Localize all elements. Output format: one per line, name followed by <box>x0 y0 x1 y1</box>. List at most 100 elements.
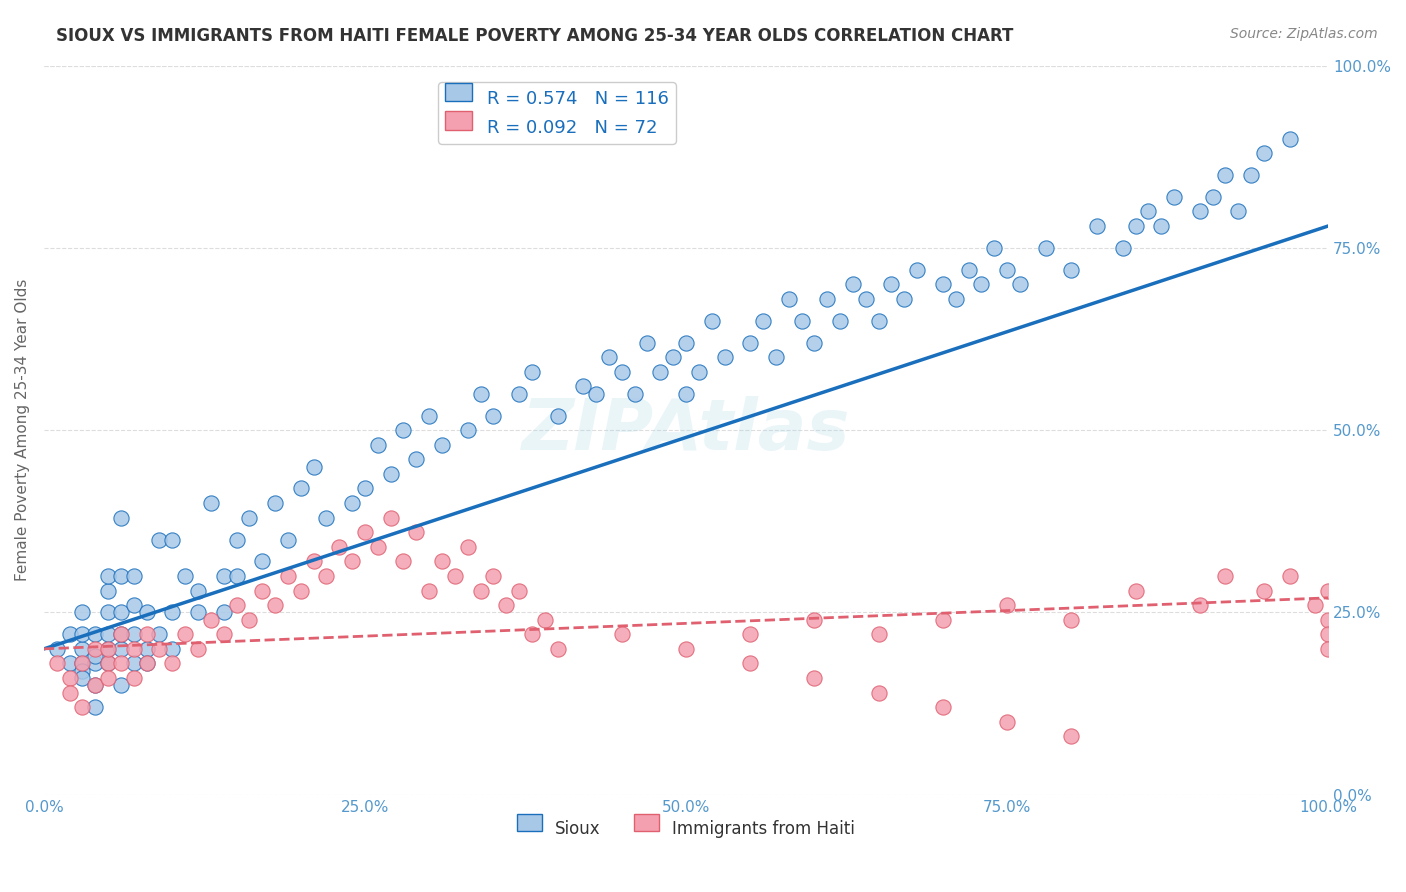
Point <box>97 641 120 656</box>
Point <box>110 657 132 671</box>
Point <box>868 627 890 641</box>
Point <box>58 627 80 641</box>
Point <box>97 641 120 656</box>
Text: Source: ZipAtlas.com: Source: ZipAtlas.com <box>1230 27 1378 41</box>
Point <box>842 277 865 292</box>
Point <box>84 649 107 664</box>
Point <box>1215 168 1237 182</box>
Point <box>212 569 235 583</box>
Point <box>97 627 120 641</box>
Point <box>72 606 94 620</box>
Point <box>122 627 145 641</box>
Point <box>148 627 170 641</box>
Point <box>1111 241 1133 255</box>
Point <box>110 627 132 641</box>
Point <box>354 482 377 496</box>
Point <box>547 409 569 423</box>
Point <box>1035 241 1057 255</box>
Point <box>250 583 273 598</box>
Point <box>58 685 80 699</box>
Point <box>533 613 555 627</box>
Point <box>675 641 697 656</box>
Point <box>135 657 157 671</box>
Point <box>328 540 350 554</box>
Point <box>200 613 222 627</box>
Point <box>945 292 967 306</box>
Point <box>1060 262 1083 277</box>
Point <box>162 641 184 656</box>
Point <box>122 671 145 685</box>
Point <box>585 386 607 401</box>
Point <box>803 335 825 350</box>
Point <box>932 613 955 627</box>
Point <box>122 598 145 612</box>
Point <box>740 335 762 350</box>
Point <box>405 525 427 540</box>
Point <box>495 598 517 612</box>
Point <box>72 700 94 714</box>
Point <box>162 657 184 671</box>
Point <box>482 569 505 583</box>
Point <box>187 641 209 656</box>
Point <box>520 365 543 379</box>
Point <box>1317 627 1340 641</box>
Point <box>1253 146 1275 161</box>
Point <box>290 482 312 496</box>
Point <box>187 606 209 620</box>
Point <box>367 540 389 554</box>
Text: SIOUX VS IMMIGRANTS FROM HAITI FEMALE POVERTY AMONG 25-34 YEAR OLDS CORRELATION : SIOUX VS IMMIGRANTS FROM HAITI FEMALE PO… <box>56 27 1014 45</box>
Point <box>572 379 595 393</box>
Point <box>315 569 337 583</box>
Point <box>225 533 247 547</box>
Point <box>1215 569 1237 583</box>
Point <box>1278 131 1301 145</box>
Point <box>250 554 273 568</box>
Point <box>1125 583 1147 598</box>
Point <box>97 606 120 620</box>
Point <box>135 606 157 620</box>
Point <box>110 569 132 583</box>
Point <box>162 533 184 547</box>
Point <box>45 657 67 671</box>
Point <box>1240 168 1263 182</box>
Point <box>470 386 492 401</box>
Point <box>700 314 723 328</box>
Point <box>637 335 659 350</box>
Point <box>367 438 389 452</box>
Point <box>187 583 209 598</box>
Point <box>610 365 633 379</box>
Point <box>212 627 235 641</box>
Point <box>1163 190 1185 204</box>
Point <box>84 678 107 692</box>
Point <box>1188 598 1211 612</box>
Point <box>650 365 672 379</box>
Point <box>148 533 170 547</box>
Point <box>815 292 838 306</box>
Point <box>418 583 440 598</box>
Point <box>110 641 132 656</box>
Point <box>905 262 928 277</box>
Point <box>290 583 312 598</box>
Point <box>1201 190 1223 204</box>
Point <box>1060 730 1083 744</box>
Point <box>995 598 1018 612</box>
Point <box>1150 219 1173 233</box>
Text: ZIPAtlas: ZIPAtlas <box>522 396 851 465</box>
Point <box>225 598 247 612</box>
Point <box>277 533 299 547</box>
Point <box>688 365 710 379</box>
Point <box>110 606 132 620</box>
Point <box>392 554 415 568</box>
Y-axis label: Female Poverty Among 25-34 Year Olds: Female Poverty Among 25-34 Year Olds <box>15 279 30 582</box>
Point <box>740 627 762 641</box>
Point <box>868 314 890 328</box>
Point <box>1060 613 1083 627</box>
Point <box>110 627 132 641</box>
Point <box>1085 219 1108 233</box>
Point <box>790 314 813 328</box>
Point <box>340 496 363 510</box>
Point <box>740 657 762 671</box>
Point <box>162 606 184 620</box>
Point <box>830 314 852 328</box>
Point <box>752 314 775 328</box>
